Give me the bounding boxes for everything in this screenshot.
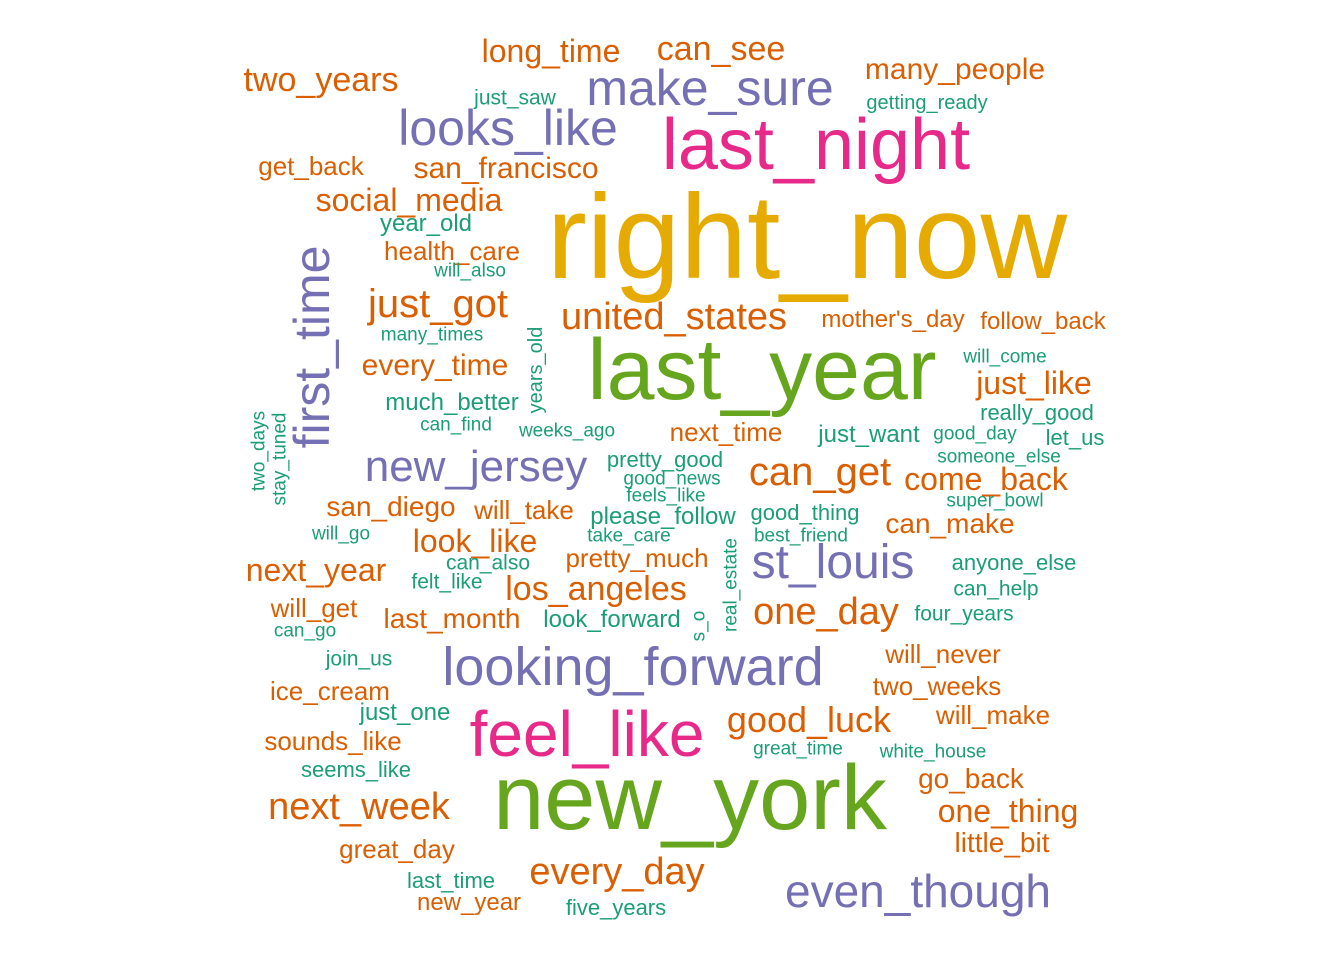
word-can-get: can_get [748, 450, 892, 494]
word-feels-like: feels_like [626, 485, 706, 507]
word-will-go: will_go [311, 523, 371, 545]
word-one-day: one_day [753, 591, 899, 633]
word-can-see: can_see [656, 30, 786, 68]
word-felt-like: felt_like [411, 570, 483, 594]
word-first-time: first_time [284, 245, 340, 449]
word-will-make: will_make [935, 700, 1051, 730]
word-good-news: good_news [623, 468, 721, 490]
word-ice-cream: ice_cream [270, 676, 390, 706]
word-years-old: years_old [525, 326, 547, 414]
word-health-care: health_care [384, 236, 520, 266]
word-mothers-day: mother's_day [821, 306, 965, 333]
word-great-time: great_time [753, 738, 843, 760]
word-right-now: right_now [546, 170, 1068, 304]
word-pretty-much: pretty_much [565, 543, 709, 573]
word-feel-like: feel_like [469, 698, 705, 770]
word-someone-else: someone_else [937, 446, 1061, 468]
word-two-days: two_days [248, 410, 270, 492]
word-good-luck: good_luck [726, 699, 892, 740]
word-good-thing: good_thing [750, 500, 860, 525]
word-can-find: can_find [420, 414, 492, 436]
word-just-got: just_got [367, 282, 509, 326]
word-little-bit: little_bit [954, 827, 1050, 858]
word-sounds-like: sounds_like [264, 726, 402, 756]
word-looking-forward: looking_forward [442, 637, 824, 697]
word-new-york: new_york [493, 747, 887, 849]
word-get-back: get_back [258, 151, 364, 181]
word-take-care: take_care [587, 525, 671, 547]
word-new-year: new_year [416, 889, 522, 916]
word-united-states: united_states [560, 296, 788, 338]
word-weeks-ago: weeks_ago [518, 420, 616, 442]
word-next-time: next_time [669, 417, 783, 447]
word-can-go: can_go [273, 620, 337, 642]
word-five-years: five_years [565, 895, 667, 920]
word-even-though: even_though [784, 865, 1052, 917]
word-many-times: many_times [380, 324, 484, 346]
word-please-follow: please_follow [590, 503, 736, 530]
word-make-sure: make_sure [586, 60, 834, 116]
word-four-years: four_years [914, 602, 1014, 626]
word-white-house: white_house [879, 741, 987, 763]
word-last-time: last_time [406, 868, 496, 893]
word-stay-tuned: stay_tuned [269, 412, 291, 506]
word-come-back: come_back [904, 461, 1068, 497]
word-los-angeles: los_angeles [505, 570, 687, 608]
word-getting-ready: getting_ready [866, 92, 988, 114]
word-can-make: can_make [885, 508, 1015, 539]
word-will-get: will_get [270, 593, 358, 623]
word-last-month: last_month [383, 603, 521, 634]
word-can-also: can_also [445, 551, 531, 575]
word-go-back: go_back [918, 763, 1024, 794]
word-will-come: will_come [963, 346, 1047, 368]
word-will-never: will_never [885, 639, 1001, 669]
word-look-like: look_like [412, 523, 538, 559]
word-every-day: every_day [529, 851, 705, 893]
word-seems-like: seems_like [300, 757, 412, 782]
word-year-old: year_old [379, 210, 473, 237]
word-just-want: just_want [818, 421, 920, 448]
word-next-week: next_week [268, 786, 450, 828]
word-will-take: will_take [474, 495, 574, 525]
word-join-us: join_us [325, 647, 393, 671]
word-best-friend: best_friend [753, 525, 849, 547]
word-one-thing: one_thing [937, 793, 1079, 829]
word-new-jersey: new_jersey [364, 442, 588, 491]
word-pretty-good: pretty_good [606, 447, 724, 472]
word-every-time: every_time [361, 349, 509, 382]
word-just-one: just_one [359, 699, 451, 726]
word-last-night: last_night [661, 105, 971, 185]
word-really-good: really_good [980, 400, 1094, 425]
word-next-year: next_year [245, 552, 387, 588]
word-many-people: many_people [864, 53, 1046, 86]
word-anyone-else: anyone_else [951, 550, 1077, 575]
word-two-years: two_years [243, 61, 399, 99]
word-look-forward: look_forward [543, 606, 681, 633]
word-good-day: good_day [933, 423, 1017, 445]
word-great-day: great_day [339, 834, 455, 864]
word-just-saw: just_saw [474, 86, 556, 110]
word-st-louis: st_louis [751, 536, 915, 589]
word-san-francisco: san_francisco [413, 152, 599, 185]
word-can-help: can_help [953, 577, 1039, 601]
word-super-bowl: super_bowl [946, 490, 1044, 512]
word-much-better: much_better [385, 389, 519, 416]
word-real-estate: real_estate [720, 537, 742, 633]
word-san-diego: san_diego [326, 491, 456, 522]
word-follow-back: follow_back [980, 308, 1106, 335]
word-just-like: just_like [976, 365, 1092, 401]
word-long-time: long_time [481, 33, 621, 69]
word-two-weeks: two_weeks [872, 671, 1002, 701]
word-looks-like: looks_like [398, 100, 618, 156]
word-will-also: will_also [434, 260, 506, 282]
word-s-o: s_o [688, 610, 710, 642]
word-let-us: let_us [1045, 425, 1105, 450]
word-social-media: social_media [315, 182, 503, 218]
word-last-year: last_year [587, 322, 937, 418]
